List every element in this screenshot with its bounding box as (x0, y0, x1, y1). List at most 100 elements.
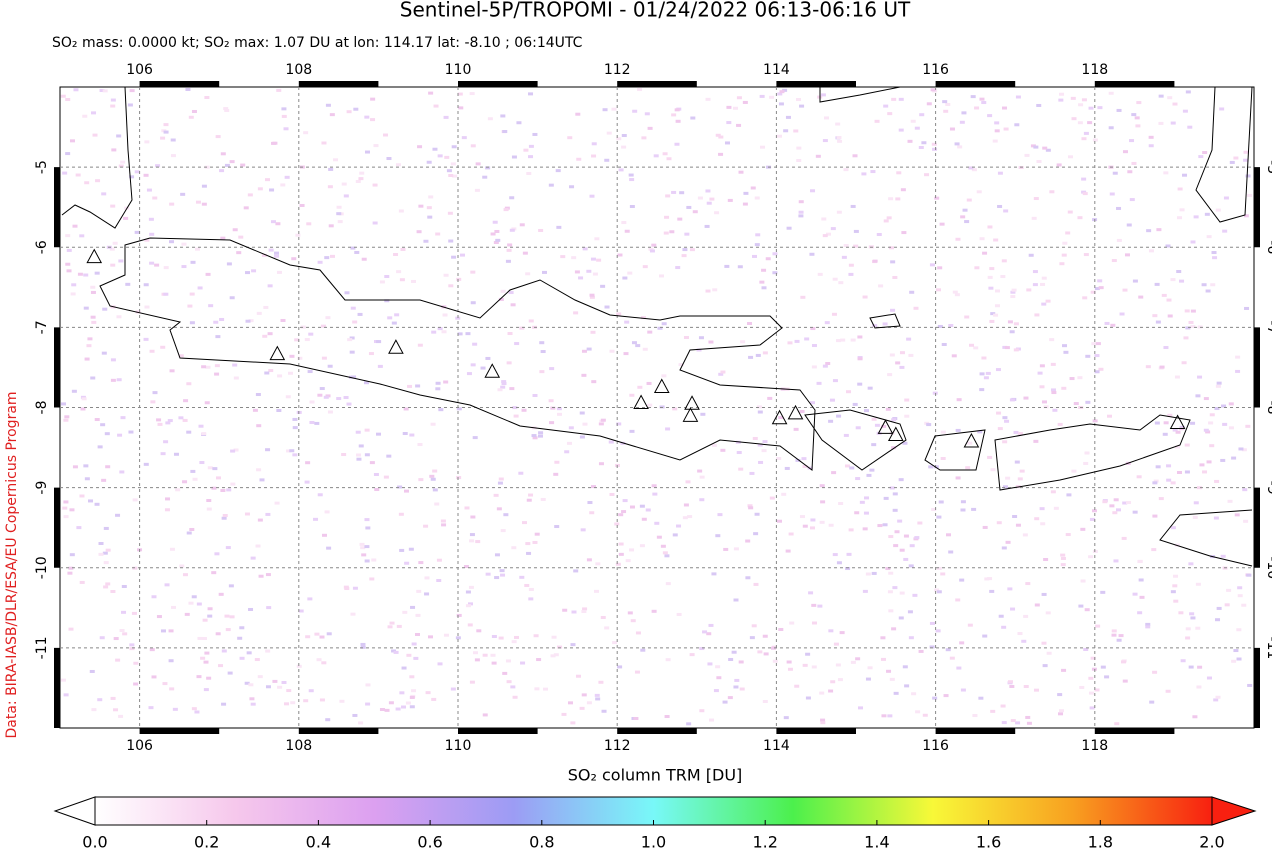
noise-pixel (1145, 365, 1151, 369)
noise-pixel (817, 272, 823, 276)
noise-pixel (778, 627, 784, 631)
noise-pixel (1094, 688, 1100, 692)
noise-pixel (1116, 238, 1122, 242)
noise-pixel (702, 630, 708, 634)
noise-pixel (836, 210, 842, 214)
noise-pixel (1060, 553, 1066, 557)
noise-pixel (482, 713, 488, 717)
noise-pixel (621, 221, 627, 225)
noise-pixel (1148, 249, 1154, 253)
noise-pixel (391, 321, 397, 325)
noise-pixel (359, 171, 365, 175)
noise-pixel (720, 448, 726, 452)
noise-pixel (503, 208, 509, 212)
noise-pixel (220, 152, 226, 156)
noise-pixel (470, 301, 476, 305)
noise-pixel (853, 244, 859, 248)
noise-pixel (79, 580, 85, 584)
noise-pixel (1138, 578, 1144, 582)
noise-pixel (292, 426, 298, 430)
noise-pixel (163, 440, 169, 444)
noise-pixel (900, 188, 906, 192)
noise-pixel (485, 356, 491, 360)
noise-pixel (708, 623, 714, 627)
noise-pixel (1017, 632, 1023, 636)
noise-pixel (300, 325, 306, 329)
noise-pixel (839, 631, 845, 635)
noise-pixel (418, 204, 424, 208)
noise-pixel (497, 388, 503, 392)
frame-bar (1254, 647, 1260, 728)
noise-pixel (143, 462, 149, 466)
noise-pixel (330, 254, 336, 258)
noise-pixel (1190, 309, 1196, 313)
noise-pixel (451, 255, 457, 259)
noise-pixel (207, 607, 213, 611)
noise-pixel (118, 164, 124, 168)
noise-pixel (1121, 660, 1127, 664)
noise-pixel (646, 381, 652, 385)
noise-pixel (840, 338, 846, 342)
noise-pixel (66, 248, 72, 252)
noise-pixel (754, 196, 760, 200)
noise-pixel (1058, 709, 1064, 713)
noise-pixel (1192, 715, 1198, 719)
noise-pixel (576, 157, 582, 161)
noise-pixel (982, 525, 988, 529)
noise-pixel (787, 341, 793, 345)
noise-pixel (132, 498, 138, 502)
noise-pixel (838, 281, 844, 285)
noise-pixel (883, 219, 889, 223)
noise-pixel (109, 247, 115, 251)
noise-pixel (185, 87, 191, 91)
noise-pixel (1237, 594, 1243, 598)
noise-pixel (658, 274, 664, 278)
noise-pixel (1129, 198, 1135, 202)
noise-pixel (133, 682, 139, 686)
noise-pixel (1015, 95, 1021, 99)
noise-pixel (1082, 192, 1088, 196)
noise-pixel (854, 511, 860, 515)
noise-pixel (90, 285, 96, 289)
noise-pixel (1172, 102, 1178, 106)
noise-pixel (600, 418, 606, 422)
noise-pixel (500, 289, 506, 293)
noise-pixel (1017, 432, 1023, 436)
frame-bar (298, 728, 379, 734)
noise-pixel (989, 267, 995, 271)
noise-pixel (689, 248, 695, 252)
noise-pixel (1097, 106, 1103, 110)
noise-pixel (1174, 375, 1180, 379)
noise-pixel (822, 364, 828, 368)
noise-pixel (625, 559, 631, 563)
noise-pixel (508, 291, 514, 295)
noise-pixel (682, 516, 688, 520)
noise-pixel (284, 175, 290, 179)
noise-pixel (274, 254, 280, 258)
noise-pixel (373, 472, 379, 476)
noise-pixel (581, 609, 587, 613)
noise-pixel (755, 233, 761, 237)
noise-pixel (1037, 371, 1043, 375)
noise-pixel (110, 589, 116, 593)
noise-pixel (811, 365, 817, 369)
noise-pixel (796, 158, 802, 162)
noise-pixel (1244, 306, 1250, 310)
noise-pixel (273, 251, 279, 255)
noise-pixel (911, 692, 917, 696)
noise-pixel (644, 112, 650, 116)
noise-pixel (824, 116, 830, 120)
noise-pixel (1004, 419, 1010, 423)
noise-pixel (992, 139, 998, 143)
noise-pixel (959, 641, 965, 645)
noise-pixel (64, 415, 70, 419)
noise-pixel (410, 605, 416, 609)
noise-pixel (1235, 369, 1241, 373)
noise-pixel (677, 217, 683, 221)
noise-pixel (1238, 447, 1244, 451)
noise-pixel (239, 656, 245, 660)
noise-pixel (346, 402, 352, 406)
noise-pixel (1112, 171, 1118, 175)
noise-pixel (989, 589, 995, 593)
noise-pixel (248, 607, 254, 611)
